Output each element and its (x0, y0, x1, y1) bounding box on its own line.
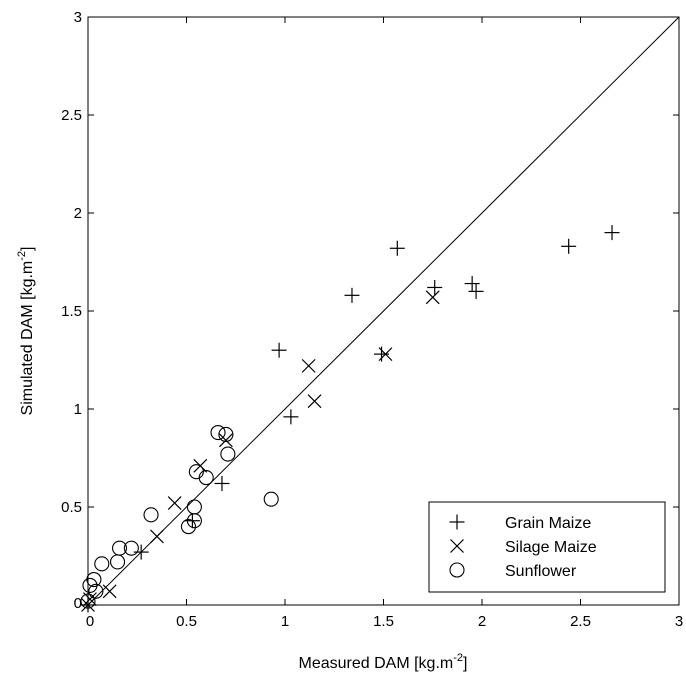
x-tick-label: 3 (675, 613, 683, 630)
silage-maize-point (167, 496, 182, 511)
grain-maize-point (604, 225, 620, 241)
silage-maize-point (307, 394, 322, 409)
legend-marker-silage-maize (450, 539, 464, 553)
silage-maize-point (425, 290, 440, 305)
grain-maize-point (283, 409, 299, 425)
y-tick-label: 1.5 (61, 303, 82, 320)
markers-layer (80, 225, 620, 613)
sunflower-point (180, 519, 197, 535)
x-axis-label: Measured DAM [kg.m-2] (299, 652, 468, 672)
x-tick-label: 2.5 (570, 613, 591, 630)
grain-maize-point (374, 346, 390, 362)
x-tick-label: 2 (478, 613, 486, 630)
y-tick-label: 2 (74, 205, 82, 222)
silage-maize-point (378, 347, 393, 362)
legend-marker-sunflower (449, 562, 465, 578)
sunflower-point (94, 556, 110, 572)
x-tick-label: 0 (86, 613, 94, 630)
legend-box (428, 501, 666, 593)
legend: Grain Maize Silage Maize Sunflower (428, 501, 666, 593)
sunflower-point (220, 446, 236, 462)
y-tick-label: 0.5 (61, 499, 82, 516)
y-tick-label: 0 (74, 595, 82, 612)
grain-maize-point (561, 238, 577, 254)
legend-label-sunflower: Sunflower (505, 563, 577, 580)
grain-maize-point (389, 240, 405, 256)
grain-maize-point (133, 544, 149, 560)
grain-maize-point (468, 283, 484, 299)
sunflower-point (198, 470, 214, 486)
legend-marker-grain-maize (449, 514, 465, 530)
sunflower-point (88, 583, 104, 599)
sunflower-point (143, 507, 159, 523)
sunflower-point (123, 540, 139, 556)
silage-maize-point (218, 433, 233, 448)
x-tick-label: 0.5 (176, 613, 197, 630)
sunflower-point (218, 426, 234, 443)
legend-label-silage-maize: Silage Maize (505, 539, 597, 556)
sunflower-point (188, 464, 204, 480)
y-axis-label: Simulated DAM [kg.m-2] (16, 247, 36, 416)
legend-label-grain-maize: Grain Maize (505, 515, 591, 532)
x-tick-label: 1.5 (373, 613, 394, 630)
sunflower-point (210, 424, 226, 441)
x-tick-label: 1 (281, 613, 289, 630)
silage-maize-point (102, 584, 117, 599)
sunflower-point (86, 571, 102, 588)
sunflower-point (263, 491, 279, 507)
reference-line-layer (87, 16, 680, 606)
y-tick-label: 2.5 (61, 107, 82, 124)
grain-maize-point (271, 342, 287, 358)
y-tick-label: 1 (74, 401, 82, 418)
sunflower-point (110, 554, 126, 570)
grain-maize-point (427, 279, 443, 295)
one-to-one-line (87, 16, 680, 606)
sunflower-point (186, 499, 202, 515)
y-tick-label: 3 (74, 9, 82, 26)
silage-maize-point (301, 358, 316, 373)
grain-maize-point (464, 276, 480, 292)
silage-maize-point (150, 529, 164, 544)
grain-maize-point (214, 475, 230, 491)
sunflower-point (80, 593, 96, 609)
sunflower-point (111, 540, 128, 556)
grain-maize-point (344, 287, 360, 303)
